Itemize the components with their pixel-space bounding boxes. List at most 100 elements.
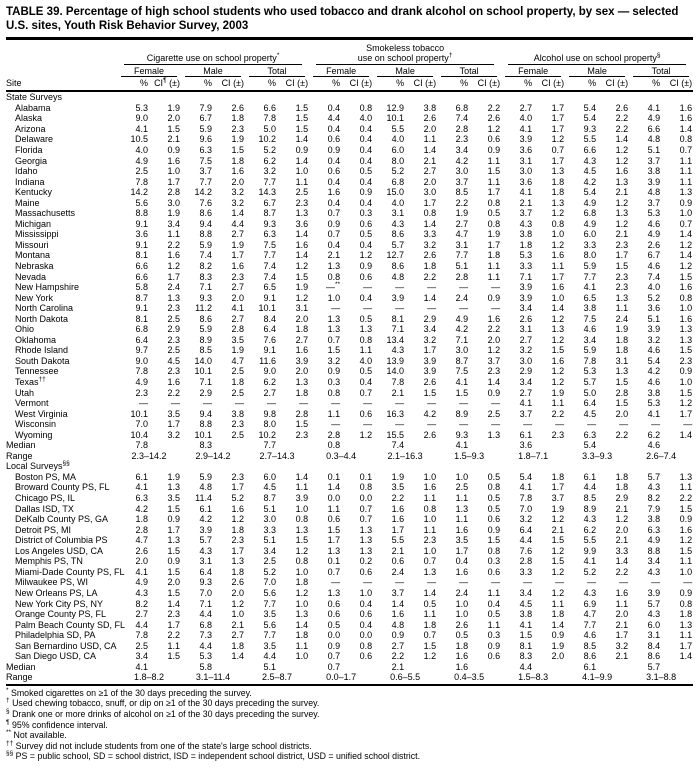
value-cell: 2.2 xyxy=(167,239,180,250)
table-row: Wisconsin 7.0 1.7 8.8 2.3 8.0 1.5 — — — — — — — — — — — — xyxy=(6,419,693,430)
value-cell: 4.1 xyxy=(519,482,533,493)
section-header-row: State Surveys xyxy=(6,91,693,103)
group-title: Cigarette use on school property* xyxy=(124,52,303,65)
empty-cell xyxy=(410,440,437,451)
value-cell: 2.3 xyxy=(615,239,629,250)
site-cell: New Orleans PS, LA xyxy=(15,587,98,598)
value-cell: 3.4 xyxy=(455,144,469,155)
value-cell: 4.1 xyxy=(583,556,597,567)
site-cell: Palm Beach County SD, FL xyxy=(15,619,126,630)
site-cell: District of Columbia PS xyxy=(15,535,108,546)
value-cell: 4.3 xyxy=(647,609,661,620)
value-cell: 8.1 xyxy=(519,640,533,651)
value-cell: 0.9 xyxy=(327,640,341,651)
value-cell: 15.5 xyxy=(386,429,405,440)
value-cell: 1.3 xyxy=(295,609,309,620)
value-cell: 4.1 xyxy=(519,123,533,134)
value-cell: 9.0 xyxy=(135,113,148,124)
value-cell: 1.1 xyxy=(487,587,501,598)
value-cell: 0.9 xyxy=(487,640,501,651)
value-cell: 2.8 xyxy=(167,187,180,198)
value-cell: 1.8 xyxy=(615,482,629,493)
value-cell: 2.7 xyxy=(135,609,148,620)
value-cell: 5.1 xyxy=(263,535,276,546)
empty-cell xyxy=(410,662,437,673)
value-cell: 4.4 xyxy=(199,609,212,620)
value-cell: 6.1 xyxy=(135,471,148,482)
value-cell: 3.7 xyxy=(487,355,501,366)
value-cell: 1.2 xyxy=(551,566,565,577)
value-cell: 0.5 xyxy=(423,598,437,609)
value-cell: 3.9 xyxy=(199,524,212,535)
value-cell: 1.0 xyxy=(455,598,469,609)
site-cell: North Carolina xyxy=(15,303,74,314)
value-cell: 5.3 xyxy=(583,366,597,377)
value-cell: 0.9 xyxy=(167,144,180,155)
value-cell: 3.4 xyxy=(519,303,533,314)
value-cell: 0.8 xyxy=(359,482,373,493)
value-cell: 2.2 xyxy=(167,387,180,398)
median-cell: 0.7 xyxy=(327,661,341,672)
value-cell: 0.8 xyxy=(359,102,373,113)
value-cell: 8.2 xyxy=(135,598,148,609)
value-cell: 1.6 xyxy=(295,345,309,356)
range-cell: 2.6–7.4 xyxy=(646,450,677,461)
value-cell: 9.1 xyxy=(135,239,148,250)
value-cell: 4.9 xyxy=(135,577,148,588)
range-cell: 0.0–1.7 xyxy=(326,672,357,683)
value-cell: 5.4 xyxy=(519,471,533,482)
value-cell: 4.9 xyxy=(455,313,469,324)
value-cell: 1.7 xyxy=(391,524,405,535)
table-row: Vermont — — — — — — — — — — — — 4.1 1.1 6.4 1.5 5.3 1.2 xyxy=(6,398,693,409)
value-cell: 7.7 xyxy=(199,176,212,187)
value-cell: 4.9 xyxy=(135,377,148,388)
value-cell: 8.5 xyxy=(583,493,597,504)
value-cell: 3.8 xyxy=(519,229,533,240)
value-cell: 6.4 xyxy=(199,566,212,577)
value-cell: 2.6 xyxy=(135,545,148,556)
value-cell: 2.0 xyxy=(231,292,244,303)
value-cell: — xyxy=(459,282,469,293)
value-cell: 1.0 xyxy=(679,566,693,577)
table-row: Indiana 7.8 1.7 7.7 2.0 7.7 1.1 0.4 0.4 6.8 2.0 3.7… xyxy=(6,177,693,188)
value-cell: 1.1 xyxy=(327,408,341,419)
value-cell: 1.8 xyxy=(231,566,244,577)
value-cell: 1.3 xyxy=(551,324,565,335)
value-cell: 9.3 xyxy=(199,292,212,303)
value-cell: 0.4 xyxy=(327,239,341,250)
value-cell: 3.9 xyxy=(647,324,661,335)
value-cell: 3.1 xyxy=(455,239,469,250)
value-cell: — xyxy=(523,419,533,430)
empty-cell xyxy=(474,440,501,451)
value-cell: 8.2 xyxy=(199,261,212,271)
value-cell: 4.2 xyxy=(423,408,437,419)
value-cell: 3.9 xyxy=(647,587,661,598)
value-cell: 1.3 xyxy=(359,524,373,535)
value-cell: 0.8 xyxy=(295,514,309,525)
value-cell: 0.9 xyxy=(359,261,373,271)
value-cell: 8.6 xyxy=(199,208,212,219)
value-cell: 1.2 xyxy=(359,429,373,440)
value-cell: 5.9 xyxy=(199,324,212,335)
value-cell: 1.4 xyxy=(615,556,629,567)
value-cell: 0.6 xyxy=(327,134,341,145)
value-cell: 2.7 xyxy=(231,282,244,293)
value-cell: 2.1 xyxy=(615,651,629,662)
value-cell: 9.1 xyxy=(135,218,148,229)
value-cell: 0.8 xyxy=(327,271,341,282)
value-cell: 8.4 xyxy=(647,640,661,651)
value-cell: 1.0 xyxy=(679,208,693,219)
value-cell: 0.6 xyxy=(391,556,405,567)
value-cell: 3.8 xyxy=(519,609,533,620)
bottom-rule xyxy=(6,683,693,686)
value-cell: 3.4 xyxy=(423,324,437,335)
value-cell: 1.3 xyxy=(615,208,629,219)
value-cell: 6.1 xyxy=(583,471,597,482)
value-cell: — xyxy=(427,398,437,409)
value-cell: 1.1 xyxy=(615,303,629,314)
value-cell: 3.9 xyxy=(295,493,309,504)
value-cell: 10.1 xyxy=(194,429,212,440)
value-cell: 4.2 xyxy=(583,176,597,187)
range-cell: 3.1–8.8 xyxy=(646,672,677,683)
value-cell: 4.3 xyxy=(583,155,597,166)
